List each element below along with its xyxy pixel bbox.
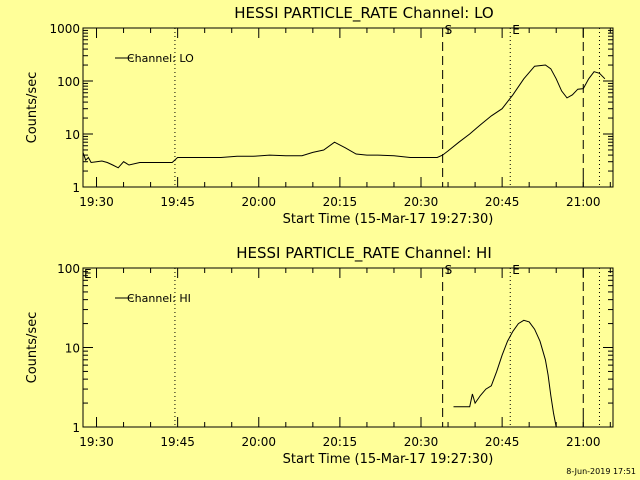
hi-y-axis-label: Counts/sec [25,312,40,384]
hi-x-axis-label: Start Time (15-Mar-17 19:27:30) [283,452,494,467]
hi-marker-label: S [445,263,453,277]
lo-xtick-label: 20:15 [323,195,358,209]
hi-corner-label: E [84,267,92,281]
lo-marker-label: E [512,23,520,37]
hi-xtick-label: 20:45 [485,435,520,449]
lo-ytick-label: 1 [72,181,80,195]
lo-x-axis-label: Start Time (15-Mar-17 19:27:30) [283,212,494,227]
lo-marker-label: S [445,23,453,37]
lo-ytick-label: 100 [57,75,80,89]
lo-series-line-0 [82,64,606,169]
lo-plot-frame [82,27,614,188]
hi-xtick-label: 20:15 [323,435,358,449]
hi-legend-label: Channel: HI [127,292,191,305]
lo-chart-title: HESSI PARTICLE_RATE Channel: LO [234,4,493,23]
hi-xtick-label: 20:00 [241,435,276,449]
hi-xtick-label: 19:45 [160,435,195,449]
generation-timestamp: 8-Jun-2019 17:51 [566,467,636,476]
lo-y-axis-label: Counts/sec [25,72,40,144]
hi-ytick-label: 10 [65,342,80,356]
lo-legend-label: Channel: LO [127,52,194,65]
hi-ytick-label: 1 [72,421,80,435]
hi-series-line-0 [453,319,557,428]
hi-ytick-label: 100 [57,262,80,276]
lo-ytick-label: 1000 [49,22,80,36]
lo-xtick-label: 19:45 [160,195,195,209]
hi-marker-label: E [512,263,520,277]
lo-xtick-label: 20:45 [485,195,520,209]
hi-xtick-label: 19:30 [79,435,114,449]
lo-xtick-label: 19:30 [79,195,114,209]
lo-xtick-label: 20:30 [404,195,439,209]
lo-ytick-label: 10 [65,128,80,142]
hi-chart-title: HESSI PARTICLE_RATE Channel: HI [236,244,492,263]
hi-xtick-label: 20:30 [404,435,439,449]
hi-xtick-label: 21:00 [566,435,601,449]
lo-xtick-label: 21:00 [566,195,601,209]
lo-xtick-label: 20:00 [241,195,276,209]
